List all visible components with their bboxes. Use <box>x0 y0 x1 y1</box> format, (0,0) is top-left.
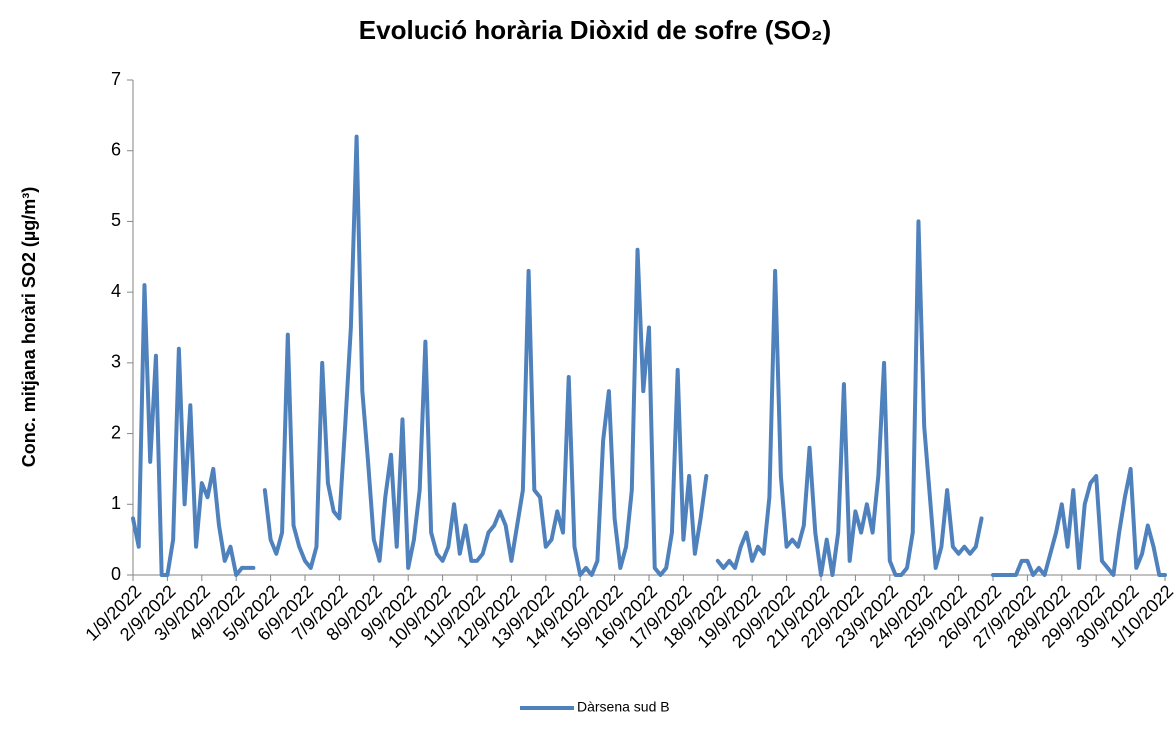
y-tick-label: 7 <box>111 69 121 89</box>
y-tick-label: 1 <box>111 493 121 513</box>
y-tick-label: 6 <box>111 139 121 159</box>
chart-title: Evolució horària Diòxid de sofre (SO₂) <box>359 15 831 45</box>
y-tick-label: 4 <box>111 281 121 301</box>
y-tick-label: 2 <box>111 422 121 442</box>
y-axis-label: Conc. mitjana horàri SO2 (µg/m³) <box>19 187 39 467</box>
y-tick-label: 0 <box>111 564 121 584</box>
data-line <box>131 134 1167 577</box>
y-tick-label: 5 <box>111 210 121 230</box>
legend-label: Dàrsena sud B <box>577 699 670 715</box>
y-tick-label: 3 <box>111 352 121 372</box>
